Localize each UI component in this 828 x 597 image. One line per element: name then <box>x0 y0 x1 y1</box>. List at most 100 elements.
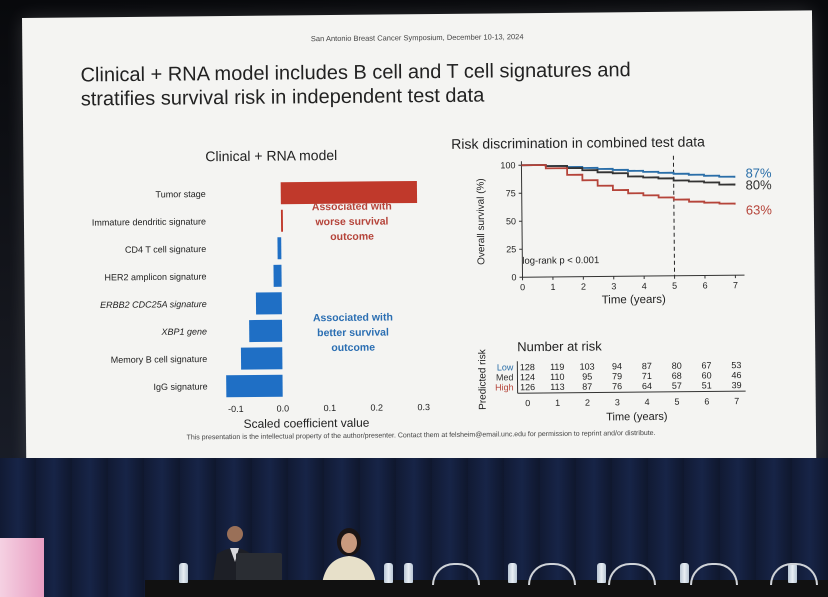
y-tick-label: 100 <box>500 160 515 170</box>
water-bottle <box>680 563 689 583</box>
risk-count: 128 <box>520 362 535 372</box>
coefficient-bar <box>226 374 283 398</box>
x-tick-label: 0.3 <box>417 402 430 412</box>
risk-count: 113 <box>550 382 564 392</box>
coefficient-bar <box>273 264 282 287</box>
risk-count: 51 <box>702 380 712 390</box>
panel-table <box>145 580 828 597</box>
x-tick-label: 7 <box>733 280 738 290</box>
survival-curve-chart: 0 25 50 75 100 0 1 2 3 4 5 6 7 Time (years) Overall su… <box>476 155 773 307</box>
pink-banner <box>0 538 44 597</box>
laptop <box>236 553 282 583</box>
risk-x-axis-label: Time (years) <box>606 411 667 424</box>
annotation-better-line-1: Associated with <box>312 311 393 325</box>
stage-curtain <box>0 458 828 597</box>
annotation-worse-line-1: Associated with <box>311 200 392 214</box>
survival-curve-low <box>521 164 736 178</box>
risk-x-tick-label: 5 <box>674 397 679 407</box>
risk-count: 119 <box>550 362 564 372</box>
risk-count: 126 <box>520 382 535 392</box>
risk-x-tick-label: 4 <box>645 397 650 407</box>
risk-x-tick-label: 3 <box>615 397 620 407</box>
risk-count: 68 <box>672 371 682 381</box>
category-label: XBP1 gene <box>160 326 207 336</box>
survival-end-label: 80% <box>746 177 773 192</box>
survival-curve-high <box>521 164 736 205</box>
category-label: CD4 T cell signature <box>125 244 206 255</box>
coefficient-bar <box>280 209 284 232</box>
risk-count: 124 <box>520 372 535 382</box>
left-chart-title: Clinical + RNA model <box>205 146 338 165</box>
risk-x-tick-label: 0 <box>525 398 530 408</box>
risk-x-tick-label: 6 <box>704 396 709 406</box>
risk-count: 76 <box>612 381 622 391</box>
water-bottle <box>508 563 517 583</box>
risk-count: 57 <box>672 381 682 391</box>
annotation-worse-line-3: outcome <box>330 230 375 244</box>
annotation-worse: Associated with worse survival outcome <box>292 199 412 245</box>
survival-curve-med <box>521 164 736 186</box>
risk-group-label: Med <box>496 372 514 382</box>
category-label: Immature dendritic signature <box>92 216 206 227</box>
water-bottle <box>404 563 413 583</box>
category-label: HER2 amplicon signature <box>104 271 206 282</box>
coefficient-bar <box>249 319 283 343</box>
y-tick-label: 25 <box>506 244 516 254</box>
risk-x-tick-label: 1 <box>555 398 560 408</box>
risk-table-title: Number at risk <box>517 338 602 354</box>
risk-count: 87 <box>582 382 592 392</box>
risk-count: 71 <box>642 371 652 381</box>
y-axis-label: Overall survival (%) <box>476 178 488 265</box>
presentation-slide: San Antonio Breast Cancer Symposium, Dec… <box>22 10 817 466</box>
category-label: Tumor stage <box>155 189 205 199</box>
y-tick-label: 50 <box>506 216 516 226</box>
water-bottle <box>788 563 797 583</box>
y-tick-label: 0 <box>511 272 516 282</box>
y-axis-line <box>520 161 524 278</box>
risk-table-axis <box>517 390 746 394</box>
annotation-better-line-2: better survival <box>317 326 389 340</box>
x-tick-label: 5 <box>672 281 677 291</box>
category-label: IgG signature <box>153 381 207 392</box>
x-axis-label: Time (years) <box>602 294 666 307</box>
coefficient-bar <box>277 237 282 260</box>
log-rank-annotation: log-rank p < 0.001 <box>522 255 599 267</box>
risk-count: 67 <box>701 360 711 370</box>
annotation-better-line-3: outcome <box>331 341 376 355</box>
slide-title-line-2: stratifies survival risk in independent … <box>80 84 485 111</box>
x-axis-label: Scaled coefficient value <box>243 416 369 431</box>
category-label: Memory B cell signature <box>111 354 208 365</box>
slide-title: Clinical + RNA model includes B cell and… <box>80 58 631 111</box>
x-tick-label: 6 <box>703 280 708 290</box>
x-tick-label: 0.0 <box>277 403 290 413</box>
x-tick-label: 0.2 <box>370 403 383 413</box>
x-tick-label: 4 <box>642 281 647 291</box>
water-bottle <box>597 563 606 583</box>
risk-count: 46 <box>731 370 741 380</box>
risk-count: 94 <box>612 361 622 371</box>
risk-count: 79 <box>612 371 622 381</box>
x-tick-label: 0.1 <box>323 403 336 413</box>
risk-count: 87 <box>642 361 652 371</box>
x-tick-label: 0 <box>520 282 525 292</box>
risk-count: 60 <box>702 370 712 380</box>
risk-count: 39 <box>732 380 742 390</box>
risk-group-label: High <box>495 382 514 392</box>
risk-x-tick-label: 2 <box>585 398 590 408</box>
risk-count: 95 <box>582 372 592 382</box>
water-bottle <box>179 563 188 583</box>
risk-group-label: Low <box>497 362 514 372</box>
x-tick-label: -0.1 <box>228 404 244 414</box>
coefficient-bar <box>240 347 283 370</box>
risk-x-tick-label: 7 <box>734 396 739 406</box>
coefficient-bar-chart: Tumor stage Immature dendritic signature C… <box>92 180 430 431</box>
risk-count: 110 <box>550 372 564 382</box>
annotation-worse-line-2: worse survival <box>315 215 389 229</box>
water-bottle <box>384 563 393 583</box>
risk-count: 64 <box>642 381 652 391</box>
coefficient-bar <box>280 180 418 205</box>
five-year-reference-line <box>672 155 676 276</box>
category-label: ERBB2 CDC25A signature <box>100 299 207 310</box>
risk-count: 103 <box>580 362 595 372</box>
risk-count: 53 <box>731 360 741 370</box>
